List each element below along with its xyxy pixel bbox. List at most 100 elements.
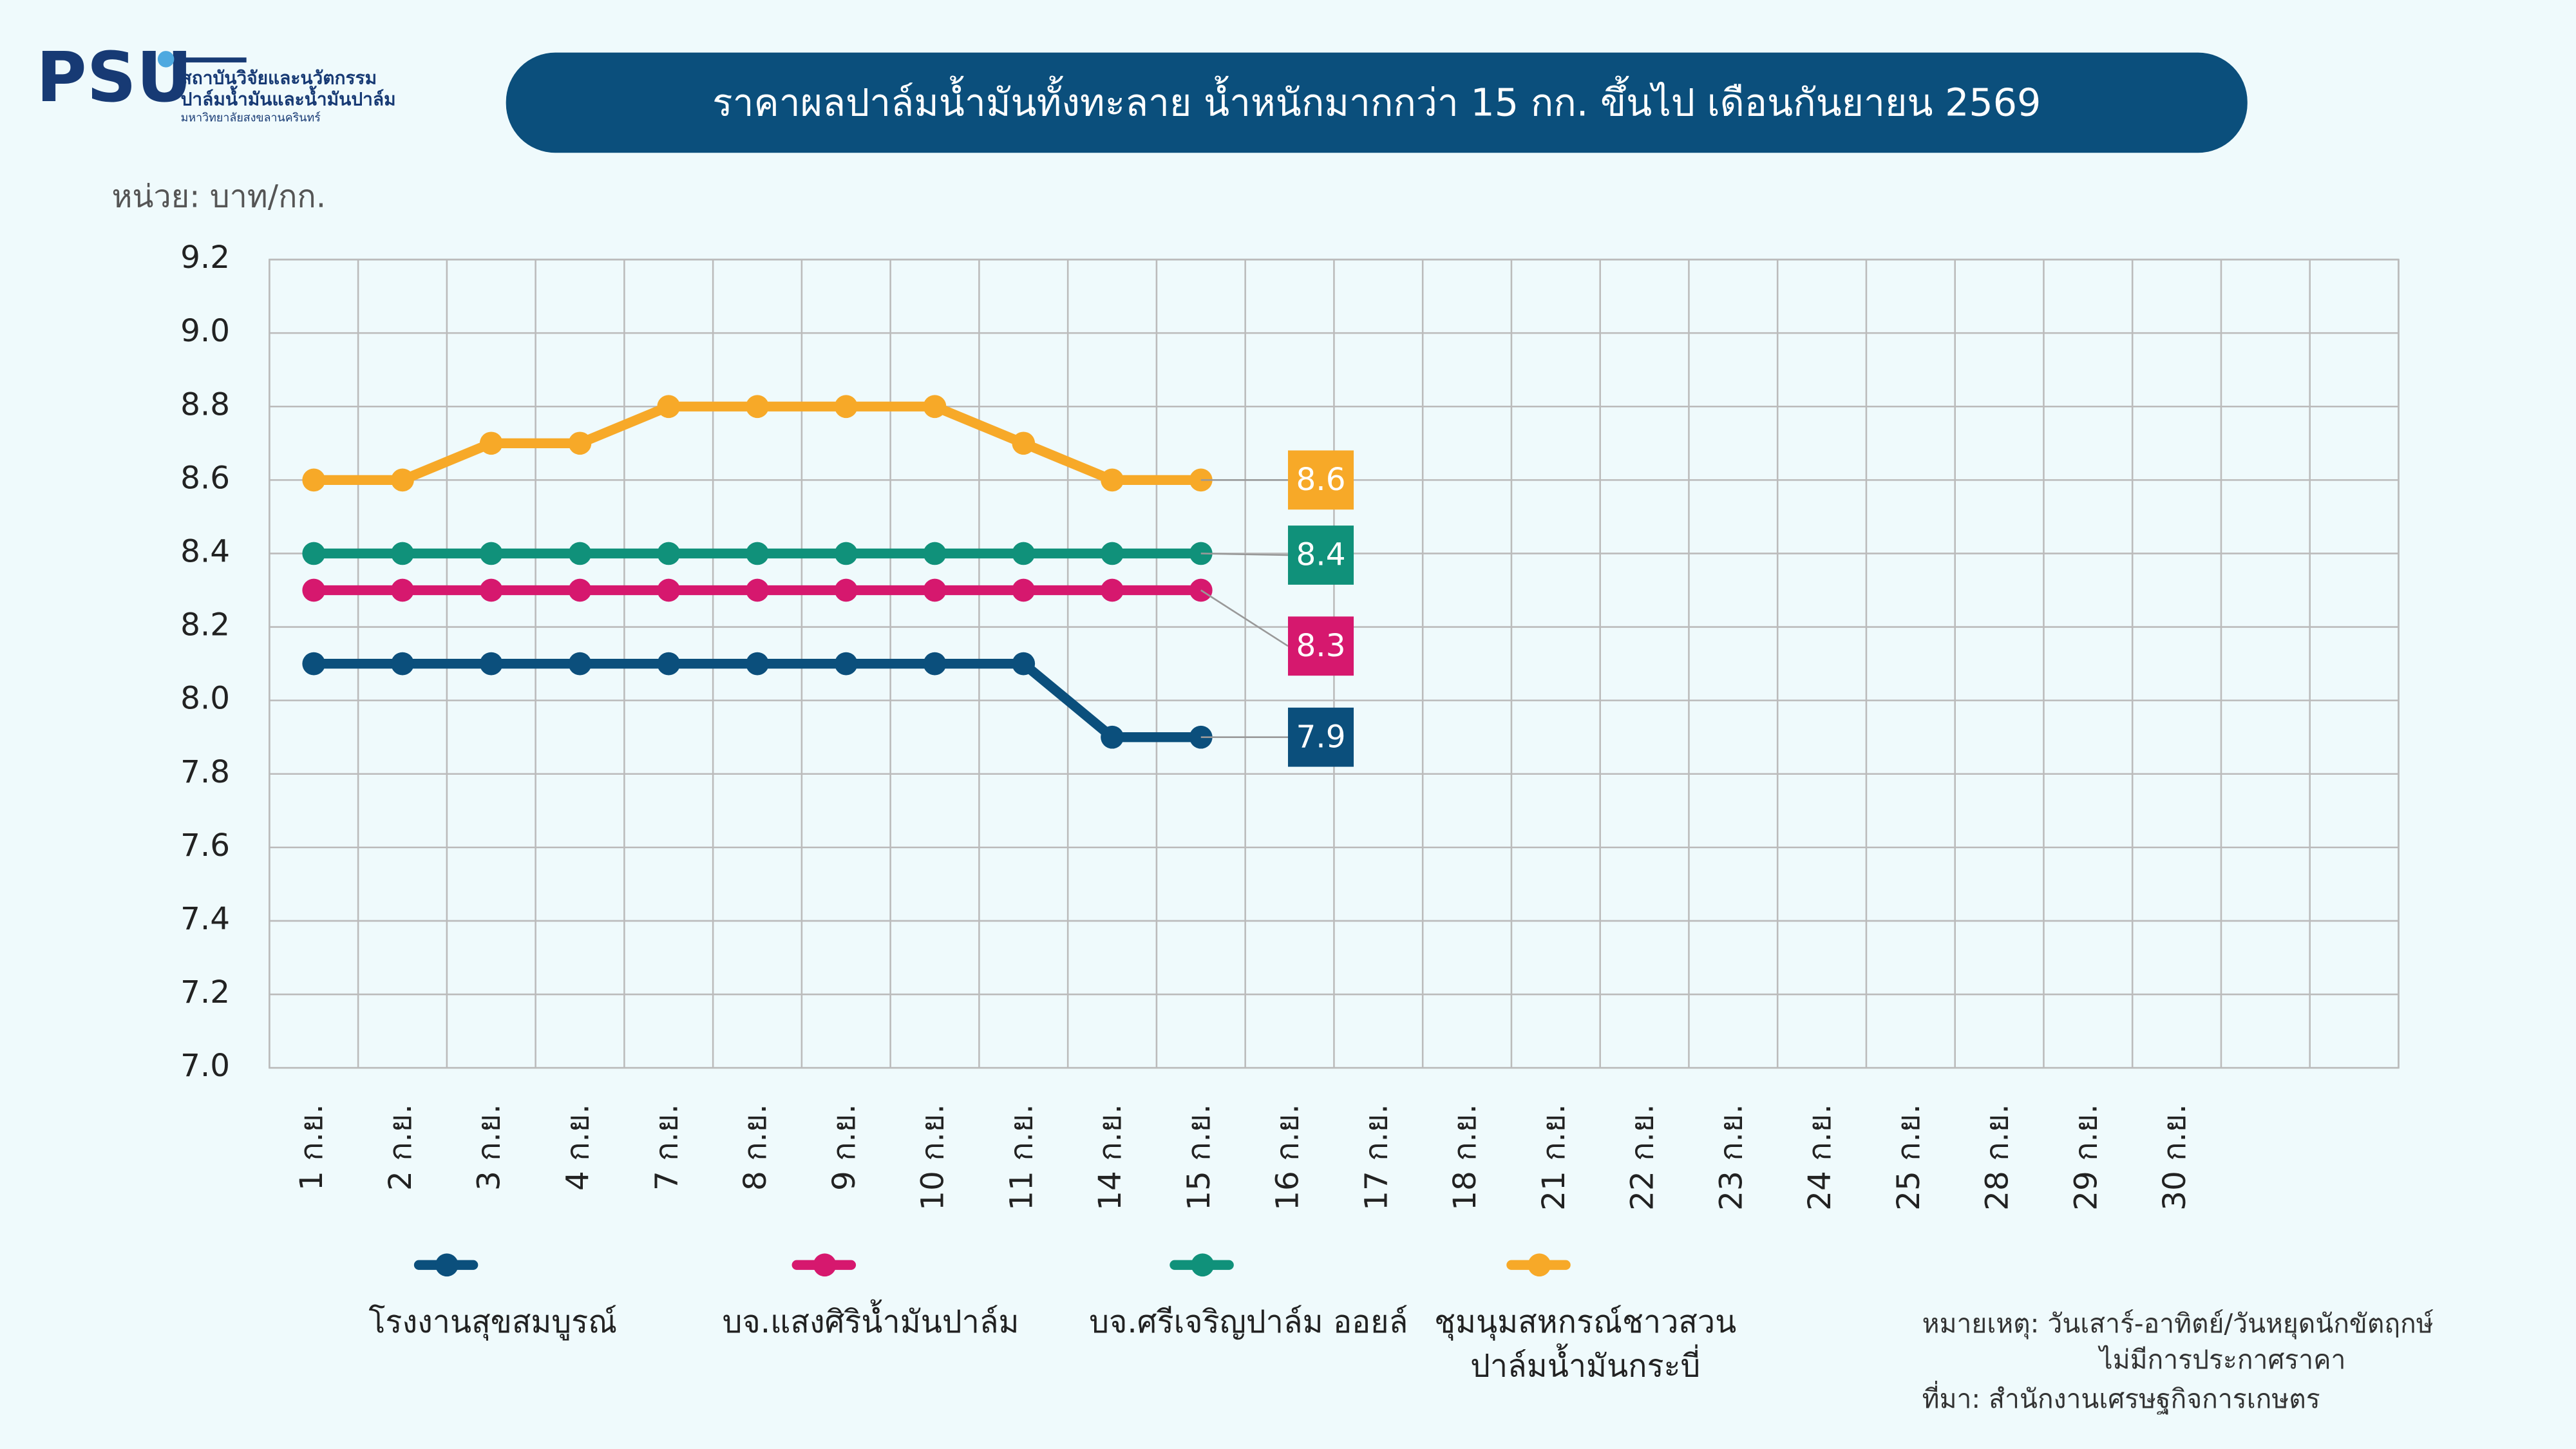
- y-tick-label: 7.6: [180, 828, 230, 864]
- point: [1101, 725, 1124, 749]
- value-label-box: [1287, 526, 1354, 585]
- point: [568, 652, 592, 676]
- point: [1012, 431, 1036, 455]
- point: [1101, 542, 1124, 565]
- legend-dot: [435, 1253, 459, 1277]
- x-tick-label: 4 ก.ย.: [560, 1104, 596, 1191]
- point: [302, 468, 326, 492]
- point: [479, 652, 503, 676]
- x-tick-label: 25 ก.ย.: [1891, 1104, 1927, 1211]
- logo-line: สถาบันวิจัยและนวัตกรรม: [181, 67, 377, 88]
- y-tick-label: 7.8: [180, 754, 230, 790]
- legend-label: โรงงานสุขสมบูรณ์: [368, 1304, 618, 1341]
- value-label: 7.9: [1296, 719, 1345, 755]
- point: [391, 652, 414, 676]
- note: หมายเหตุ: วันเสาร์-อาทิตย์/วันหยุดนักขัต…: [1922, 1307, 2434, 1340]
- y-tick-label: 7.2: [180, 974, 230, 1010]
- point: [568, 578, 592, 602]
- point: [1012, 578, 1036, 602]
- point: [302, 542, 326, 565]
- legend-dot: [1191, 1253, 1215, 1277]
- point: [391, 542, 414, 565]
- x-tick-label: 2 ก.ย.: [383, 1104, 419, 1191]
- point: [568, 542, 592, 565]
- point: [657, 652, 681, 676]
- y-tick-label: 7.0: [180, 1048, 230, 1084]
- title-bar: [506, 52, 2248, 153]
- x-tick-label: 17 ก.ย.: [1358, 1104, 1394, 1211]
- value-label: 8.3: [1296, 628, 1345, 664]
- x-tick-label: 16 ก.ย.: [1270, 1104, 1306, 1211]
- leader-line: [1200, 589, 1289, 647]
- y-tick-label: 8.8: [180, 386, 230, 422]
- point: [923, 542, 947, 565]
- value-label-box: [1287, 707, 1354, 767]
- point: [923, 395, 947, 419]
- point: [1012, 652, 1036, 676]
- y-tick-label: 9.2: [180, 240, 230, 276]
- x-tick-label: 8 ก.ย.: [737, 1104, 773, 1191]
- y-tick-label: 8.2: [180, 607, 230, 643]
- y-tick-label: 9.0: [180, 313, 230, 349]
- chart-title: ราคาผลปาล์มน้ำมันทั้งทะลาย น้ำหนักมากกว่…: [712, 75, 2041, 124]
- point: [657, 578, 681, 602]
- note: ที่มา: สำนักงานเศรษฐกิจการเกษตร: [1922, 1383, 2320, 1415]
- legend-label: บจ.ศรีเจริญปาล์ม ออยล์: [1089, 1304, 1408, 1341]
- y-tick-label: 8.0: [180, 681, 230, 717]
- leader-line: [1200, 553, 1289, 556]
- y-axis-label: หน่วย: บาท/กก.: [111, 179, 326, 215]
- y-tick-label: 7.4: [180, 901, 230, 937]
- note: ไม่มีการประกาศราคา: [2099, 1343, 2346, 1376]
- logo-line: ปาล์มน้ำมันและน้ำมันปาล์ม: [181, 86, 396, 110]
- point: [657, 542, 681, 565]
- legend-dot: [813, 1253, 837, 1277]
- x-tick-label: 1 ก.ย.: [294, 1104, 330, 1191]
- logo-line: มหาวิทยาลัยสงขลานครินทร์: [181, 111, 321, 125]
- point: [834, 652, 858, 676]
- y-tick-label: 8.4: [180, 533, 230, 569]
- point: [1012, 542, 1036, 565]
- x-tick-label: 28 ก.ย.: [1980, 1104, 2016, 1211]
- point: [657, 395, 681, 419]
- point: [1101, 468, 1124, 492]
- point: [479, 431, 503, 455]
- value-label-box: [1287, 450, 1354, 510]
- logo-mark: PSU: [36, 38, 193, 118]
- x-tick-label: 24 ก.ย.: [1802, 1104, 1838, 1211]
- point: [302, 578, 326, 602]
- point: [302, 652, 326, 676]
- x-tick-label: 22 ก.ย.: [1625, 1104, 1661, 1211]
- x-tick-label: 23 ก.ย.: [1713, 1104, 1749, 1211]
- point: [923, 578, 947, 602]
- x-tick-label: 11 ก.ย.: [1003, 1104, 1039, 1211]
- x-tick-label: 15 ก.ย.: [1181, 1104, 1217, 1211]
- value-label: 8.6: [1296, 462, 1345, 498]
- x-tick-label: 10 ก.ย.: [915, 1104, 951, 1211]
- logo-bar: [184, 57, 247, 62]
- point: [391, 578, 414, 602]
- x-tick-label: 7 ก.ย.: [649, 1104, 685, 1191]
- point: [391, 468, 414, 492]
- point: [479, 578, 503, 602]
- legend-label: บจ.แสงศิริน้ำมันปาล์ม: [722, 1304, 1019, 1341]
- x-tick-label: 18 ก.ย.: [1447, 1104, 1483, 1211]
- x-tick-label: 9 ก.ย.: [826, 1104, 862, 1191]
- value-label-box: [1287, 616, 1354, 676]
- point: [746, 578, 769, 602]
- x-tick-label: 14 ก.ย.: [1092, 1104, 1128, 1211]
- point: [479, 542, 503, 565]
- value-label: 8.4: [1296, 537, 1345, 573]
- y-tick-label: 8.6: [180, 460, 230, 496]
- point: [568, 431, 592, 455]
- point: [834, 578, 858, 602]
- point: [923, 652, 947, 676]
- point: [746, 652, 769, 676]
- legend-label: ชุมนุมสหกรณ์ชาวสวนปาล์มน้ำมันกระบี่: [1434, 1304, 1737, 1385]
- point: [834, 395, 858, 419]
- logo-dot: [157, 51, 175, 68]
- legend-dot: [1528, 1253, 1551, 1277]
- point: [746, 542, 769, 565]
